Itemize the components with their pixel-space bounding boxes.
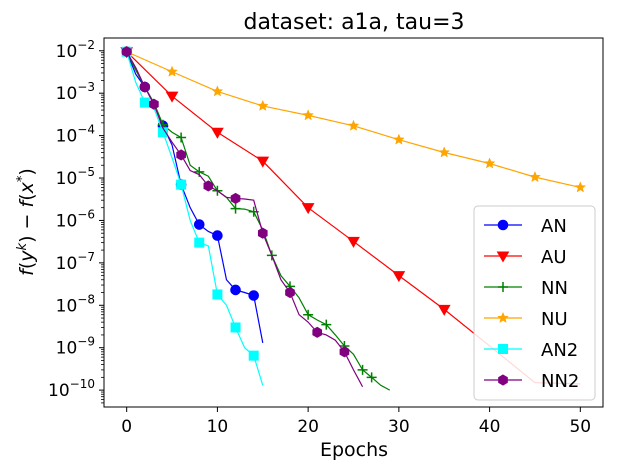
- x-tick-label: 50: [569, 417, 591, 437]
- legend-label-au: AU: [541, 247, 567, 268]
- legend-item-nn2: NN2: [484, 371, 579, 392]
- legend-marker-nn: [498, 282, 508, 292]
- x-tick-label: 30: [388, 417, 410, 437]
- y-tick-label: 10−10: [48, 377, 95, 401]
- data-point-nn2: [312, 326, 323, 338]
- data-point-nu: [392, 133, 405, 145]
- legend-label-nn2: NN2: [541, 371, 579, 392]
- data-point-an: [193, 219, 205, 230]
- x-tick-label: 10: [207, 417, 229, 437]
- x-tick-label: 0: [121, 417, 132, 437]
- y-axis-label: f(yk) − f(x*): [15, 168, 38, 276]
- y-tick-label: 10−8: [56, 292, 95, 316]
- data-point-nn: [303, 309, 314, 320]
- data-point-au: [165, 91, 179, 103]
- legend-label-nu: NU: [541, 309, 568, 330]
- data-point-an: [230, 284, 241, 296]
- data-point-nn2: [257, 227, 268, 239]
- legend-marker-nu: [497, 311, 509, 323]
- data-point-nn: [230, 203, 241, 214]
- legend-item-nn: NN: [484, 278, 568, 299]
- data-point-nn: [176, 132, 187, 143]
- legend-item-au: AU: [484, 247, 567, 268]
- legend-label-nn: NN: [541, 278, 568, 299]
- legend-marker-nn2: [498, 374, 508, 386]
- data-point-nu: [438, 146, 451, 158]
- legend-marker-au: [496, 251, 510, 263]
- data-point-nn2: [203, 180, 214, 192]
- y-tick-label: 10−9: [56, 335, 95, 359]
- y-tick-label: 10−5: [56, 165, 95, 189]
- data-point-nu: [529, 170, 541, 183]
- plot-frame: [103, 37, 604, 408]
- y-tick-label: 10−4: [56, 123, 95, 147]
- data-point-au: [256, 156, 270, 168]
- data-point-nn: [357, 364, 368, 375]
- legend-item-an: AN: [484, 216, 567, 237]
- y-tick-label: 10−3: [56, 80, 95, 104]
- y-tick-label: 10−7: [56, 250, 95, 274]
- data-point-nn: [366, 372, 377, 383]
- data-point-nn2: [285, 286, 295, 299]
- data-point-an2: [230, 322, 241, 333]
- data-point-nu: [302, 109, 315, 121]
- data-point-an2: [139, 97, 150, 108]
- data-point-au: [392, 271, 406, 283]
- legend-marker-an: [497, 219, 509, 231]
- axis-ticks: 0 10 20 30 40 50 10−2 10−3 10−4 10−5 10−6 10−7 10−8 1…: [48, 38, 591, 437]
- series-nu: [120, 45, 587, 193]
- x-tick-label: 20: [297, 417, 319, 437]
- data-point-au: [437, 304, 451, 316]
- data-point-nn2: [149, 98, 159, 110]
- data-point-nn: [321, 319, 332, 330]
- data-point-nu: [574, 181, 587, 193]
- chart-title: dataset: a1a, tau=3: [243, 10, 464, 35]
- y-tick-label: 10−6: [56, 207, 95, 231]
- data-point-nu: [483, 157, 496, 169]
- data-point-nu: [256, 99, 269, 111]
- data-point-nn2: [140, 81, 150, 93]
- x-axis-label: Epochs: [320, 439, 388, 461]
- data-point-an2: [194, 237, 205, 248]
- data-point-an2: [212, 289, 223, 300]
- data-point-nn2: [176, 149, 186, 161]
- data-point-au: [301, 203, 315, 215]
- x-tick-label: 40: [479, 417, 501, 437]
- data-point-an: [212, 230, 223, 241]
- data-point-au: [347, 236, 360, 248]
- plot-series: [120, 45, 587, 391]
- legend-item-nu: NU: [484, 309, 568, 330]
- data-point-nn2: [339, 346, 350, 358]
- data-point-nn2: [230, 192, 241, 205]
- legend: AN AU NN NU AN2 NN2: [473, 205, 596, 401]
- data-point-nn2: [121, 46, 132, 58]
- legend-label-an2: AN2: [541, 340, 578, 361]
- series-line-nn2: [126, 51, 364, 388]
- data-point-au: [211, 127, 224, 139]
- legend-item-an2: AN2: [484, 340, 578, 361]
- series-nn2: [121, 46, 364, 388]
- data-point-nu: [347, 119, 360, 131]
- legend-label-an: AN: [541, 216, 567, 237]
- y-tick-label: 10−2: [56, 38, 95, 62]
- data-point-nu: [211, 85, 224, 97]
- data-point-nu: [166, 65, 178, 77]
- data-point-an2: [248, 350, 259, 361]
- legend-marker-an2: [498, 344, 508, 354]
- data-point-an: [248, 290, 259, 301]
- data-point-an2: [176, 179, 187, 190]
